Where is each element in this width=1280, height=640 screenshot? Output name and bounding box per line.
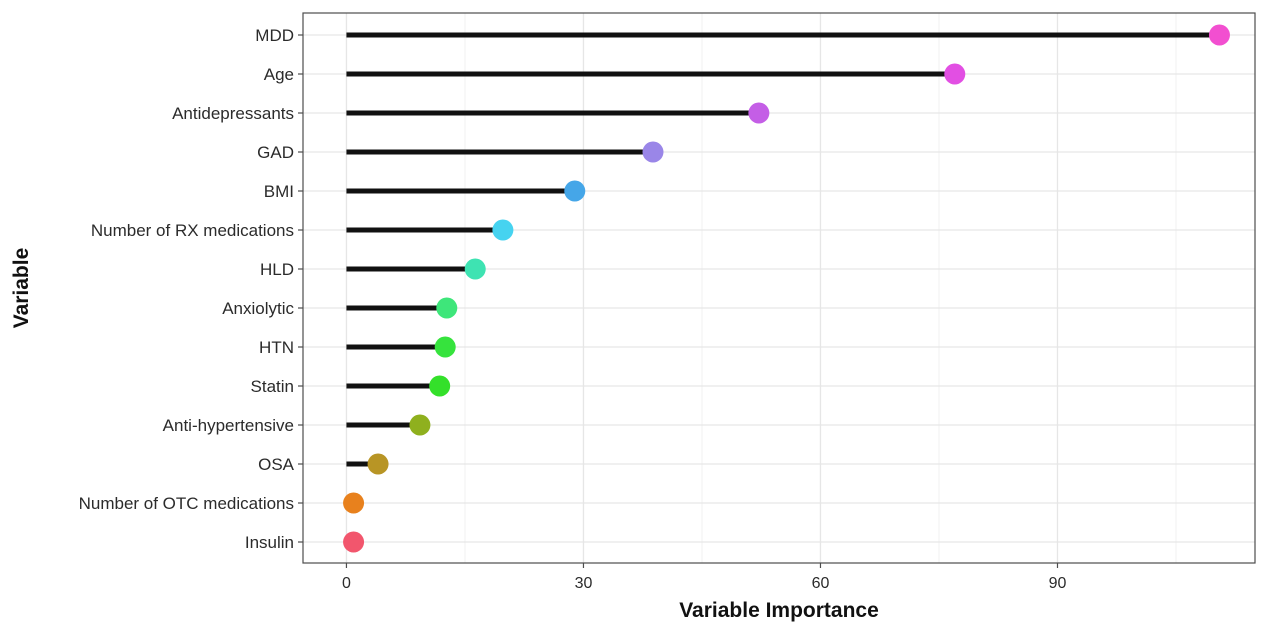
category-label: Insulin — [245, 533, 294, 552]
data-point — [944, 63, 966, 85]
data-point — [434, 336, 456, 358]
x-tick-label: 30 — [575, 575, 593, 592]
data-point — [429, 375, 451, 397]
category-label: MDD — [255, 26, 294, 45]
category-label: OSA — [258, 455, 295, 474]
data-point — [492, 219, 514, 241]
category-label: Number of RX medications — [91, 221, 294, 240]
stems — [346, 32, 1220, 545]
category-label: GAD — [257, 143, 294, 162]
category-label: Statin — [251, 377, 294, 396]
data-point — [343, 531, 365, 553]
data-point — [564, 180, 586, 202]
plot-panel-border — [302, 12, 1256, 564]
category-label: BMI — [264, 182, 294, 201]
x-tick-label: 0 — [342, 575, 351, 592]
category-label: HLD — [260, 260, 294, 279]
category-label: Antidepressants — [172, 104, 294, 123]
data-point — [367, 453, 389, 475]
grid-lines — [303, 13, 1255, 563]
x-axis-ticks: 0 30 60 90 — [342, 563, 1066, 592]
data-point — [1208, 24, 1230, 46]
data-point — [748, 102, 770, 124]
y-axis-title: Variable — [10, 248, 33, 329]
data-point — [409, 414, 431, 436]
category-label: Number of OTC medications — [79, 494, 294, 513]
category-label: Age — [264, 65, 294, 84]
data-point — [464, 258, 486, 280]
data-point — [343, 492, 365, 514]
category-label: HTN — [259, 338, 294, 357]
data-point — [436, 297, 458, 319]
category-label: Anti-hypertensive — [163, 416, 294, 435]
x-tick-label: 60 — [812, 575, 830, 592]
category-label: Anxiolytic — [222, 299, 294, 318]
category-labels: MDD Age Antidepressants GAD BMI Number of RX … — [79, 26, 303, 552]
data-point — [642, 141, 664, 163]
x-axis-title: Variable Importance — [679, 599, 879, 622]
points — [343, 24, 1230, 553]
x-tick-label: 90 — [1049, 575, 1067, 592]
